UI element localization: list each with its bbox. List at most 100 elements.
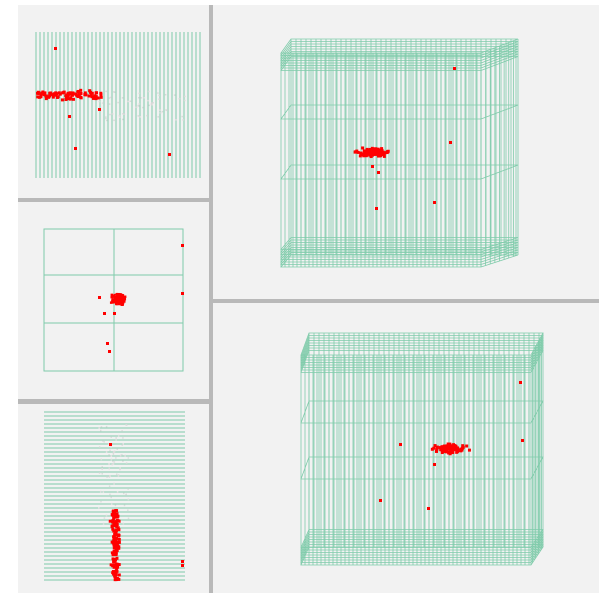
data-point [111, 511, 115, 515]
grid-box [300, 332, 544, 566]
data-point [111, 564, 115, 568]
faint-point [112, 450, 115, 453]
data-point [58, 92, 62, 96]
data-point [459, 447, 463, 451]
data-point [64, 94, 68, 98]
faint-point [102, 440, 104, 442]
perspective-view-2-canvas[interactable] [213, 303, 599, 593]
faint-point [100, 500, 102, 503]
data-point [60, 98, 64, 102]
data-point [432, 446, 436, 450]
faint-point [115, 457, 117, 459]
data-point [36, 95, 40, 99]
data-point [433, 201, 436, 204]
divider[interactable] [209, 5, 213, 593]
faint-point [109, 113, 111, 116]
data-point [54, 93, 58, 97]
data-point [453, 444, 457, 448]
grid-frame [300, 335, 544, 358]
top-view-panel[interactable] [18, 5, 209, 198]
data-point [49, 91, 53, 95]
faint-point [114, 504, 117, 507]
faint-point [158, 98, 160, 100]
perspective-view-2-panel[interactable] [213, 303, 599, 593]
data-point [119, 296, 122, 300]
divider[interactable] [213, 299, 599, 303]
faint-point [121, 97, 124, 99]
faint-point [102, 102, 104, 104]
front-view-canvas[interactable] [18, 202, 209, 399]
data-point [114, 538, 118, 542]
faint-point [110, 96, 112, 99]
data-point [112, 535, 116, 539]
faint-point [119, 116, 121, 119]
data-point [76, 95, 80, 99]
faint-point [157, 92, 159, 94]
data-point [435, 448, 439, 452]
faint-point [122, 437, 124, 439]
data-point [79, 91, 83, 95]
data-point [383, 151, 387, 155]
divider[interactable] [18, 198, 209, 202]
data-point [376, 151, 380, 155]
data-point [110, 293, 114, 297]
faint-point [101, 468, 103, 470]
divider[interactable] [18, 399, 209, 404]
grid-plane [280, 164, 519, 180]
data-point [70, 93, 74, 97]
data-point [121, 294, 125, 297]
data-point [112, 560, 116, 564]
data-point [117, 528, 121, 532]
data-point [377, 153, 381, 157]
faint-point [138, 103, 141, 105]
data-point [447, 445, 451, 449]
faint-point [122, 118, 124, 121]
side-view-panel[interactable] [18, 404, 209, 593]
data-point [114, 548, 118, 552]
top-view-canvas[interactable] [18, 5, 209, 198]
grid-frame [280, 247, 519, 260]
data-point [111, 527, 115, 531]
data-point [380, 147, 384, 151]
faint-point [110, 502, 113, 505]
data-point [94, 91, 98, 95]
faint-point [121, 430, 123, 432]
data-point [373, 151, 377, 155]
grid-frame [280, 48, 519, 64]
grid-frame [280, 51, 519, 66]
grid-frame [280, 242, 519, 255]
faint-point [148, 104, 150, 107]
faint-point [175, 119, 177, 121]
data-point [103, 312, 106, 315]
faint-point [109, 493, 111, 496]
perspective-view-1-panel[interactable] [213, 5, 599, 299]
front-view-panel[interactable] [18, 202, 209, 399]
data-point [113, 312, 116, 315]
data-point [440, 445, 444, 449]
data-point [76, 89, 80, 93]
faint-point [108, 103, 111, 105]
faint-point [183, 99, 186, 102]
grid-frame [280, 41, 519, 56]
data-point [121, 296, 124, 300]
faint-point [147, 90, 150, 93]
data-point [68, 115, 71, 118]
data-point [455, 450, 459, 454]
faint-point [127, 517, 130, 520]
data-point [54, 47, 57, 50]
data-point [90, 95, 94, 99]
faint-point [112, 453, 115, 455]
data-point [117, 540, 121, 544]
grid-frame [280, 53, 519, 69]
data-point [361, 146, 365, 150]
data-point [115, 295, 119, 299]
side-view-canvas[interactable] [18, 404, 209, 593]
grid-frame [280, 244, 519, 258]
data-point [365, 149, 369, 153]
faint-point [117, 434, 120, 437]
faint-point [100, 426, 103, 428]
data-point [448, 452, 452, 456]
data-point [98, 296, 101, 299]
faint-point [112, 462, 115, 465]
perspective-view-1-canvas[interactable] [213, 5, 599, 299]
